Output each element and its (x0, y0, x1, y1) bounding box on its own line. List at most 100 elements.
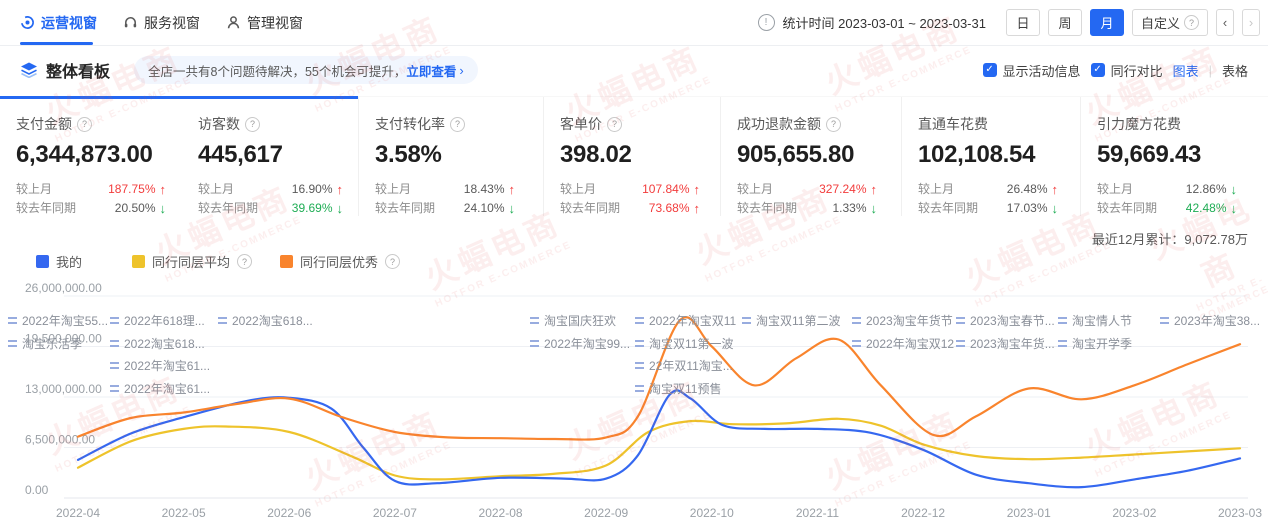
help-icon: ? (1184, 15, 1199, 30)
x-axis-label: 2023-02 (1112, 506, 1156, 520)
help-icon[interactable]: ? (245, 116, 260, 132)
compare-pct: 327.24% (819, 182, 867, 196)
kpi-yoy-row: 较去年同期 17.03% ↓ (918, 199, 1058, 218)
kpi-mom-row: 较上月 327.24% ↑ (737, 180, 877, 199)
compare-value: 18.43% ↑ (464, 180, 515, 199)
kpi-metric-ztc-spend[interactable]: 直通车花费 102,108.54 较上月 26.48% ↑ 较去年同期 17.03% ↓ (918, 97, 1058, 216)
legend-item-peer-average[interactable]: 同行同层平均? (132, 252, 253, 271)
compare-label: 较去年同期 (198, 201, 259, 215)
compare-label: 较上月 (560, 182, 597, 196)
legend-swatch (132, 255, 146, 268)
legend-item-mine[interactable]: 我的 (36, 252, 82, 271)
next-period-button[interactable]: › (1242, 9, 1260, 36)
tab-service-view[interactable]: 服务视窗 (123, 0, 200, 45)
help-icon[interactable]: ? (237, 254, 253, 269)
kpi-yoy-row: 较去年同期 1.33% ↓ (737, 199, 877, 218)
tab-label: 服务视窗 (144, 14, 200, 31)
stat-time-label: 统计时间 2023-03-01 ~ 2023-03-31 (782, 16, 986, 31)
show-activity-checkbox[interactable]: 显示活动信息 (982, 61, 1081, 80)
line-series-peer-average (76, 417, 1242, 481)
view-toggle-chart[interactable]: 图表 (1172, 63, 1199, 79)
headset-icon (123, 15, 138, 30)
x-axis-label: 2022-11 (796, 506, 839, 520)
kpi-metric-payment-conversion-rate[interactable]: 支付转化率? 3.58% 较上月 18.43% ↑ 较去年同期 24.10% ↓ (375, 97, 515, 216)
legend-label: 同行同层优秀 (300, 255, 379, 270)
custom-range-label: 自定义 (1140, 16, 1180, 31)
compare-pct: 26.48% (1006, 182, 1048, 196)
compare-pct: 17.03% (1006, 201, 1048, 215)
compare-label: 较去年同期 (737, 201, 798, 215)
help-icon[interactable]: ? (826, 116, 841, 132)
compare-pct: 73.68% (648, 201, 690, 215)
range-week-button[interactable]: 周 (1047, 9, 1082, 36)
help-icon[interactable]: ? (607, 116, 622, 132)
y-axis-label: 0.00 (25, 483, 49, 497)
kpi-label-text: 客单价 (560, 116, 602, 132)
chart-options: 显示活动信息 同行对比 图表 | 表格 (982, 61, 1248, 80)
compare-value: 24.10% ↓ (464, 199, 515, 218)
arrow-up-icon: ↑ (693, 182, 701, 197)
kpi-panel-1: 支付金额? 6,344,873.00 较上月 187.75% ↑ 较去年同期 20.50% ↓… (0, 96, 358, 216)
compare-pct: 12.86% (1185, 182, 1227, 196)
tab-label: 管理视窗 (247, 14, 303, 31)
kpi-label: 引力魔方花费 (1097, 114, 1237, 134)
compare-pct: 39.69% (291, 201, 333, 215)
y-axis-label: 19,500,000.00 (25, 332, 102, 346)
kpi-label-text: 成功退款金额 (737, 116, 821, 132)
help-icon[interactable]: ? (385, 254, 401, 269)
kpi-label: 成功退款金额? (737, 114, 877, 134)
kpi-panel-3: 客单价? 398.02 较上月 107.84% ↑ 较去年同期 73.68% ↑ (543, 97, 720, 216)
help-icon[interactable]: ? (77, 116, 92, 132)
compare-pct: 42.48% (1185, 201, 1227, 215)
kpi-metric-avg-order-value[interactable]: 客单价? 398.02 较上月 107.84% ↑ 较去年同期 73.68% ↑ (560, 97, 700, 216)
kpi-panel-2: 支付转化率? 3.58% 较上月 18.43% ↑ 较去年同期 24.10% ↓ (358, 97, 543, 216)
range-day-button[interactable]: 日 (1005, 9, 1040, 36)
help-icon[interactable]: ? (450, 116, 465, 132)
compare-pct: 16.90% (291, 182, 333, 196)
compare-label: 较去年同期 (560, 201, 621, 215)
compare-label: 较上月 (16, 182, 53, 196)
kpi-compare-rows: 较上月 12.86% ↓ 较去年同期 42.48% ↓ (1097, 180, 1237, 218)
kpi-compare-rows: 较上月 327.24% ↑ 较去年同期 1.33% ↓ (737, 180, 877, 218)
peer-compare-checkbox[interactable]: 同行对比 (1090, 61, 1163, 80)
notice-link[interactable]: 立即查看 (406, 64, 457, 79)
range-month-button[interactable]: 月 (1089, 9, 1124, 36)
kpi-panel-6: 引力魔方花费 59,669.43 较上月 12.86% ↓ 较去年同期 42.48% ↓ (1080, 97, 1268, 216)
kpi-value: 905,655.80 (737, 141, 855, 168)
compare-label: 较去年同期 (1097, 201, 1158, 215)
top-nav-bar: 运营视窗 服务视窗 管理视窗 ! 统计时间 2023-03-01 ~ 2023-03… (0, 0, 1268, 46)
view-toggle-table[interactable]: 表格 (1221, 63, 1248, 79)
kpi-yoy-row: 较去年同期 42.48% ↓ (1097, 199, 1237, 218)
kpi-cards-row: 支付金额? 6,344,873.00 较上月 187.75% ↑ 较去年同期 20.50% ↓… (0, 96, 1268, 216)
compare-value: 26.48% ↑ (1007, 180, 1058, 199)
layers-icon (20, 62, 38, 78)
kpi-metric-refund-amount[interactable]: 成功退款金额? 905,655.80 较上月 327.24% ↑ 较去年同期 1.33% ↓ (737, 97, 877, 216)
compare-value: 73.68% ↑ (649, 199, 700, 218)
trend-chart: 0.00 6,500,000.00 13,000,000.00 19,500,000.… (0, 280, 1268, 531)
compare-value: 1.33% ↓ (832, 199, 877, 218)
kpi-metric-visitors[interactable]: 访客数? 445,617 较上月 16.90% ↑ 较去年同期 39.69% ↓ (198, 97, 343, 216)
x-axis-label: 2022-10 (690, 506, 734, 520)
kpi-mom-row: 较上月 26.48% ↑ (918, 180, 1058, 199)
kpi-metric-gravity-cube-spend[interactable]: 引力魔方花费 59,669.43 较上月 12.86% ↓ 较去年同期 42.48% ↓ (1097, 97, 1237, 216)
board-header-row: 整体看板 全店一共有8个问题待解决，55个机会可提升， 立即查看 › 显示活动信… (0, 46, 1268, 94)
compare-value: 16.90% ↑ (292, 180, 343, 199)
tab-management-view[interactable]: 管理视窗 (226, 0, 303, 45)
x-axis-label: 2022-12 (901, 506, 945, 520)
tab-operation-view[interactable]: 运营视窗 (20, 0, 97, 45)
prev-period-button[interactable]: ‹ (1216, 9, 1234, 36)
legend-item-peer-best[interactable]: 同行同层优秀? (280, 252, 401, 271)
board-title: 整体看板 (46, 64, 111, 81)
kpi-metric-payment-amount[interactable]: 支付金额? 6,344,873.00 较上月 187.75% ↑ 较去年同期 20.50% ↓ (16, 97, 166, 216)
x-axis-label: 2022-05 (162, 506, 206, 520)
legend-label: 我的 (56, 255, 83, 270)
compare-value: 107.84% ↑ (642, 180, 700, 199)
kpi-label: 直通车花费 (918, 114, 1058, 134)
arrow-up-icon: ↑ (159, 182, 167, 197)
x-axis-label: 2022-08 (479, 506, 523, 520)
chevron-right-icon: › (459, 62, 464, 78)
kpi-label: 支付金额? (16, 114, 166, 134)
custom-range-button[interactable]: 自定义 ? (1131, 9, 1208, 36)
y-axis-label: 13,000,000.00 (25, 382, 102, 396)
